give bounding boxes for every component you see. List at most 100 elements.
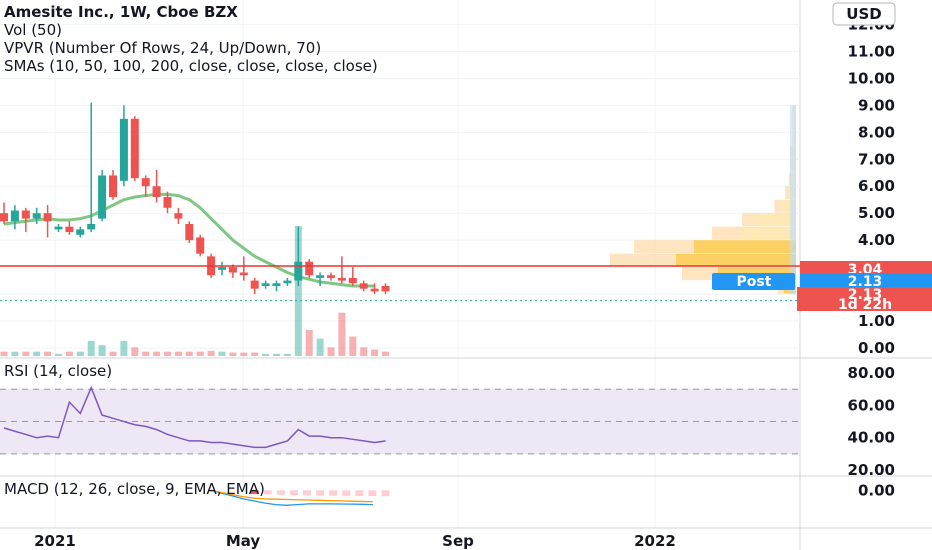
macd-histogram-bar [381, 490, 390, 497]
candle [0, 202, 8, 224]
rsi-tick-label: 20.00 [848, 461, 895, 479]
volume-bar [371, 349, 379, 356]
macd-histogram-bar [355, 490, 364, 496]
macd-series [210, 489, 373, 506]
volume-bar [11, 351, 19, 356]
volume-bar [22, 351, 30, 356]
candle [163, 191, 172, 214]
volume-bar [87, 340, 95, 356]
candle [130, 116, 139, 181]
volume-bar [305, 330, 313, 356]
vpvr-row-down [682, 267, 718, 281]
candle-body [218, 267, 226, 270]
volume-bar [251, 352, 259, 356]
volume-bar [349, 336, 357, 356]
macd-tick-label: 0.00 [858, 481, 895, 499]
candle-body [76, 229, 85, 235]
macd-histogram-bar [303, 490, 312, 496]
candle [348, 267, 357, 286]
legend-vol[interactable]: Vol (50) [4, 21, 62, 39]
vpvr-row-down [785, 186, 789, 200]
candle-body [239, 272, 248, 276]
price-tick-label: 7.00 [858, 150, 895, 168]
candle-body [54, 226, 63, 230]
candle-body [43, 213, 52, 222]
rsi-label[interactable]: RSI (14, close) [4, 362, 112, 380]
volume-bar [153, 351, 161, 356]
candle-body [21, 210, 30, 219]
candle [196, 234, 205, 257]
candle [152, 170, 161, 203]
candle [250, 277, 259, 295]
macd-histogram-bar [329, 490, 338, 496]
candle-body [316, 275, 325, 278]
vpvr-row-up [676, 253, 796, 267]
candle-body [174, 213, 183, 219]
volume-bar [316, 338, 324, 356]
post-price-value: 2.13 [848, 274, 883, 290]
close-price-tag [797, 287, 932, 311]
candle [327, 272, 335, 281]
sma-line [3, 192, 375, 288]
candle-body [152, 186, 161, 198]
candle-body [10, 210, 19, 222]
price-tick-label: 6.00 [858, 177, 895, 195]
symbol-title[interactable]: Amesite Inc., 1W, Cboe BZX [4, 3, 238, 21]
time-label-may: May [226, 532, 261, 550]
candle-body [141, 178, 150, 187]
candle-body [185, 223, 194, 241]
rsi-tick-label: 40.00 [848, 429, 895, 447]
volume-bar [360, 347, 368, 356]
vpvr-row-down [610, 253, 676, 267]
legend-smas[interactable]: SMAs (10, 50, 100, 200, close, close, cl… [4, 57, 378, 75]
vpvr-row-up [760, 213, 796, 227]
candles[interactable] [0, 102, 390, 295]
macd-label[interactable]: MACD (12, 26, close, 9, EMA, EMA) [4, 480, 265, 498]
volume-bar [338, 312, 346, 356]
currency-button[interactable]: USD [832, 2, 896, 26]
volume-bar [131, 347, 139, 356]
candle [76, 226, 85, 238]
candle-body [196, 237, 205, 254]
volume-bar [33, 351, 41, 356]
close-price-value: 2.13 [848, 287, 883, 303]
candle-body [327, 275, 335, 278]
price-tick-label: 0.00 [858, 339, 895, 357]
volume-bar [240, 352, 248, 356]
currency-label[interactable]: USD [846, 5, 881, 23]
macd-pane[interactable] [0, 476, 800, 526]
candle-body [294, 261, 303, 281]
candle-body [32, 213, 41, 219]
candle [316, 272, 325, 286]
candle-body [65, 226, 74, 233]
volume-bar [283, 353, 291, 356]
price-pane[interactable] [0, 0, 800, 358]
vpvr-row-down [774, 199, 782, 213]
price-tick-label: 11.00 [848, 42, 895, 60]
volume-bar [185, 351, 193, 356]
candle [305, 259, 314, 278]
vpvr-row-up [742, 226, 796, 240]
volume-bar [76, 351, 84, 356]
price-tick-label: 4.00 [858, 231, 895, 249]
volume-bar [273, 353, 280, 356]
candle-body [228, 267, 237, 273]
candle [239, 256, 248, 281]
rsi-series [3, 385, 386, 449]
price-tags: 3.04 Post 2.13 2.13 1d 22h [712, 261, 932, 313]
candle [10, 205, 19, 230]
candle [370, 283, 379, 295]
candle [218, 261, 226, 276]
candle-body [250, 280, 259, 289]
candle [87, 102, 96, 233]
price-tick-label: 9.00 [858, 96, 895, 114]
volume-bar [229, 352, 237, 356]
price-tick-label: 1.00 [858, 312, 895, 330]
candle [283, 277, 292, 286]
time-axis[interactable]: 2021 May Sep 2022 [34, 532, 676, 550]
candle-body [305, 261, 314, 276]
candle [381, 283, 390, 295]
legend-vpvr[interactable]: VPVR (Number Of Rows, 24, Up/Down, 70) [4, 39, 321, 57]
